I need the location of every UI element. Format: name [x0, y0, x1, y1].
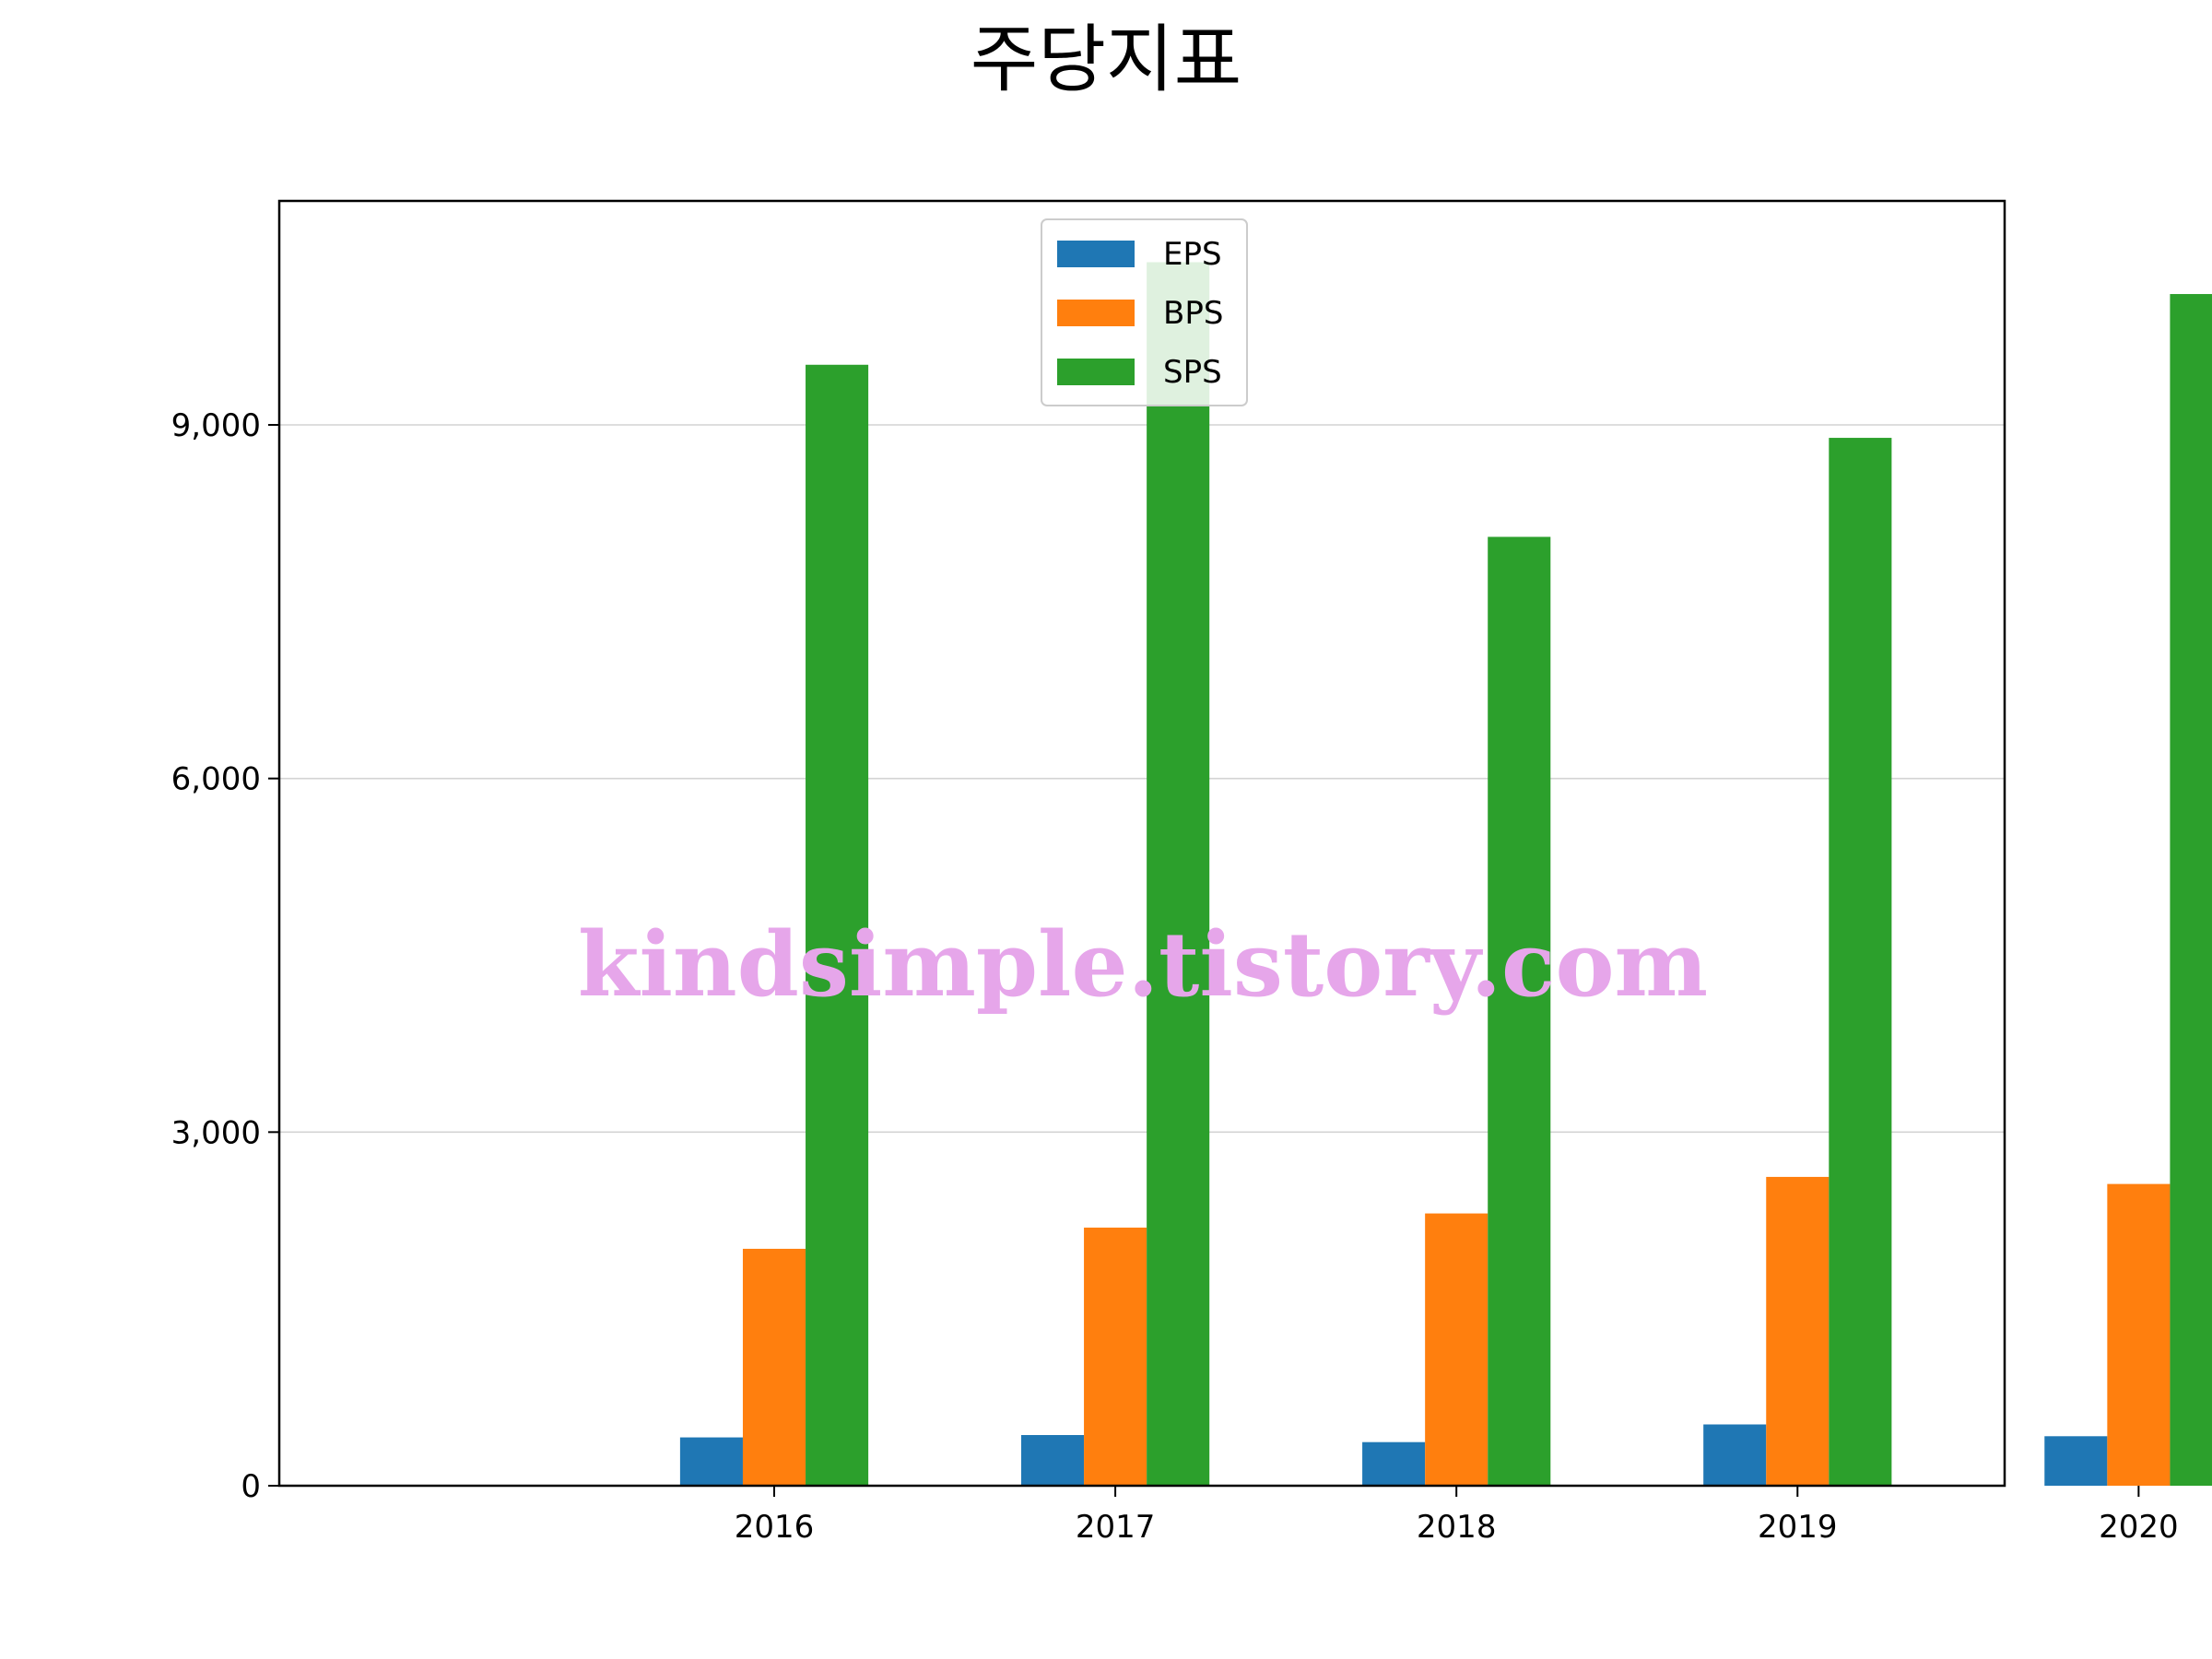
plot-frame	[277, 199, 2006, 1488]
legend-swatch-sps	[1057, 359, 1135, 385]
x-tick-label: 2018	[1417, 1509, 1497, 1546]
bar-eps-2018	[1362, 1441, 1426, 1486]
chart-title: 주당지표	[971, 17, 1241, 102]
bar-bps-2020	[2107, 1183, 2171, 1486]
watermark: kindsimple.tistory.com	[578, 912, 1708, 1017]
bars	[679, 262, 2212, 1487]
bar-eps-2016	[679, 1437, 743, 1486]
x-tick-label: 2020	[2099, 1509, 2179, 1546]
y-tick-label: 0	[241, 1468, 261, 1505]
x-tick-label: 2019	[1758, 1509, 1838, 1546]
bar-sps-2017	[1147, 262, 1210, 1487]
legend-swatch-bps	[1057, 300, 1135, 326]
y-axis: 0 3,000 6,000 9,000	[171, 407, 279, 1505]
legend: EPS BPS SPS	[1041, 218, 1248, 406]
grid-lines	[279, 424, 2005, 1134]
y-tick-label: 9,000	[171, 407, 261, 444]
bar-sps-2020	[2170, 294, 2212, 1487]
x-tick-label: 2016	[735, 1509, 815, 1546]
legend-label-sps: SPS	[1163, 354, 1222, 391]
bar-eps-2019	[1703, 1424, 1767, 1486]
bar-bps-2019	[1766, 1176, 1830, 1486]
bar-sps-2019	[1829, 438, 1892, 1486]
bar-sps-2016	[806, 364, 869, 1486]
legend-label-bps: BPS	[1163, 295, 1223, 332]
y-tick-label: 3,000	[171, 1114, 261, 1151]
bar-sps-2018	[1488, 536, 1551, 1486]
bar-bps-2018	[1425, 1213, 1488, 1486]
bar-bps-2016	[742, 1248, 806, 1486]
x-tick-label: 2017	[1076, 1509, 1156, 1546]
bar-eps-2017	[1020, 1435, 1085, 1486]
bar-eps-2020	[2044, 1436, 2108, 1486]
y-tick-label: 6,000	[171, 761, 261, 798]
legend-label-eps: EPS	[1163, 236, 1222, 273]
bar-bps-2017	[1084, 1227, 1147, 1486]
x-axis: 2016 2017 2018 2019 2020	[735, 1486, 2179, 1546]
legend-swatch-eps	[1057, 241, 1135, 267]
